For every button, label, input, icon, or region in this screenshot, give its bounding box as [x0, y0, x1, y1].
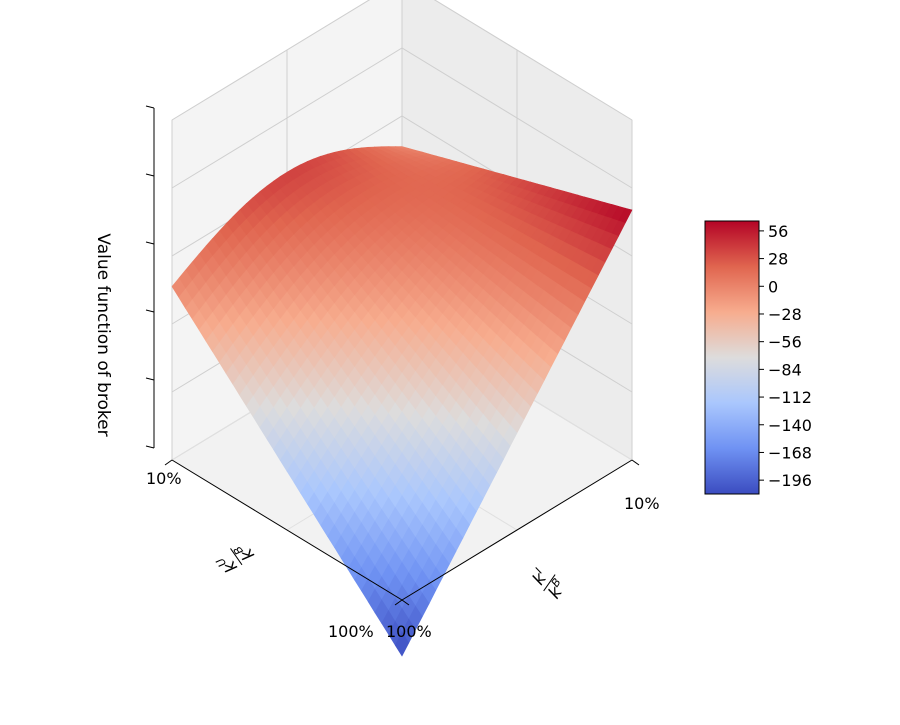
z-axis-tick	[145, 377, 155, 381]
grid-line-z	[171, 0, 633, 121]
y-axis-label: kU kB	[214, 543, 259, 576]
z-axis-tick	[145, 445, 155, 449]
colorbar-tick-label: −84	[768, 360, 802, 379]
colorbar-tick-label: −28	[768, 305, 802, 324]
colorbar-tick-label: −56	[768, 333, 802, 352]
colorbar-tick-label: −140	[768, 416, 812, 435]
colorbar-tick-label: 28	[768, 250, 788, 269]
y-axis-tick	[164, 459, 173, 466]
x-axis-label-fraction-bar	[543, 574, 556, 592]
y-tick-label-100: 100%	[328, 622, 374, 641]
x-axis-label: kI kB	[529, 566, 568, 603]
z-axis-tick	[145, 241, 155, 245]
y-tick-label-10: 10%	[146, 469, 182, 488]
surface-plot	[171, 146, 633, 657]
colorbar-tick-label: 0	[768, 277, 778, 296]
x-axis-tick	[401, 599, 410, 606]
x-axis-tick	[631, 459, 640, 466]
y-axis-tick	[394, 599, 403, 606]
z-axis-tick	[145, 105, 155, 109]
y-axis-line	[171, 459, 403, 601]
colorbar-tick-label: −196	[768, 471, 812, 490]
colorbar	[704, 220, 760, 495]
colorbar-tick-label: −168	[768, 443, 812, 462]
x-axis-line	[401, 459, 633, 601]
colorbar-tick-label: 56	[768, 222, 788, 241]
z-axis-tick	[145, 173, 155, 177]
colorbar-ticks: 56 28 0 −28 −56 −84 −112 −140 −168 −196	[759, 222, 812, 490]
axis-lines	[145, 105, 640, 606]
z-axis-tick	[145, 309, 155, 313]
z-axis-label: Value function of broker	[93, 233, 113, 436]
x-tick-label-10: 10%	[624, 494, 660, 513]
y-axis-label-fraction-bar	[230, 548, 243, 566]
surface-cell	[394, 631, 410, 657]
colorbar-tick-label: −112	[768, 388, 812, 407]
x-tick-label-100: 100%	[386, 622, 432, 641]
